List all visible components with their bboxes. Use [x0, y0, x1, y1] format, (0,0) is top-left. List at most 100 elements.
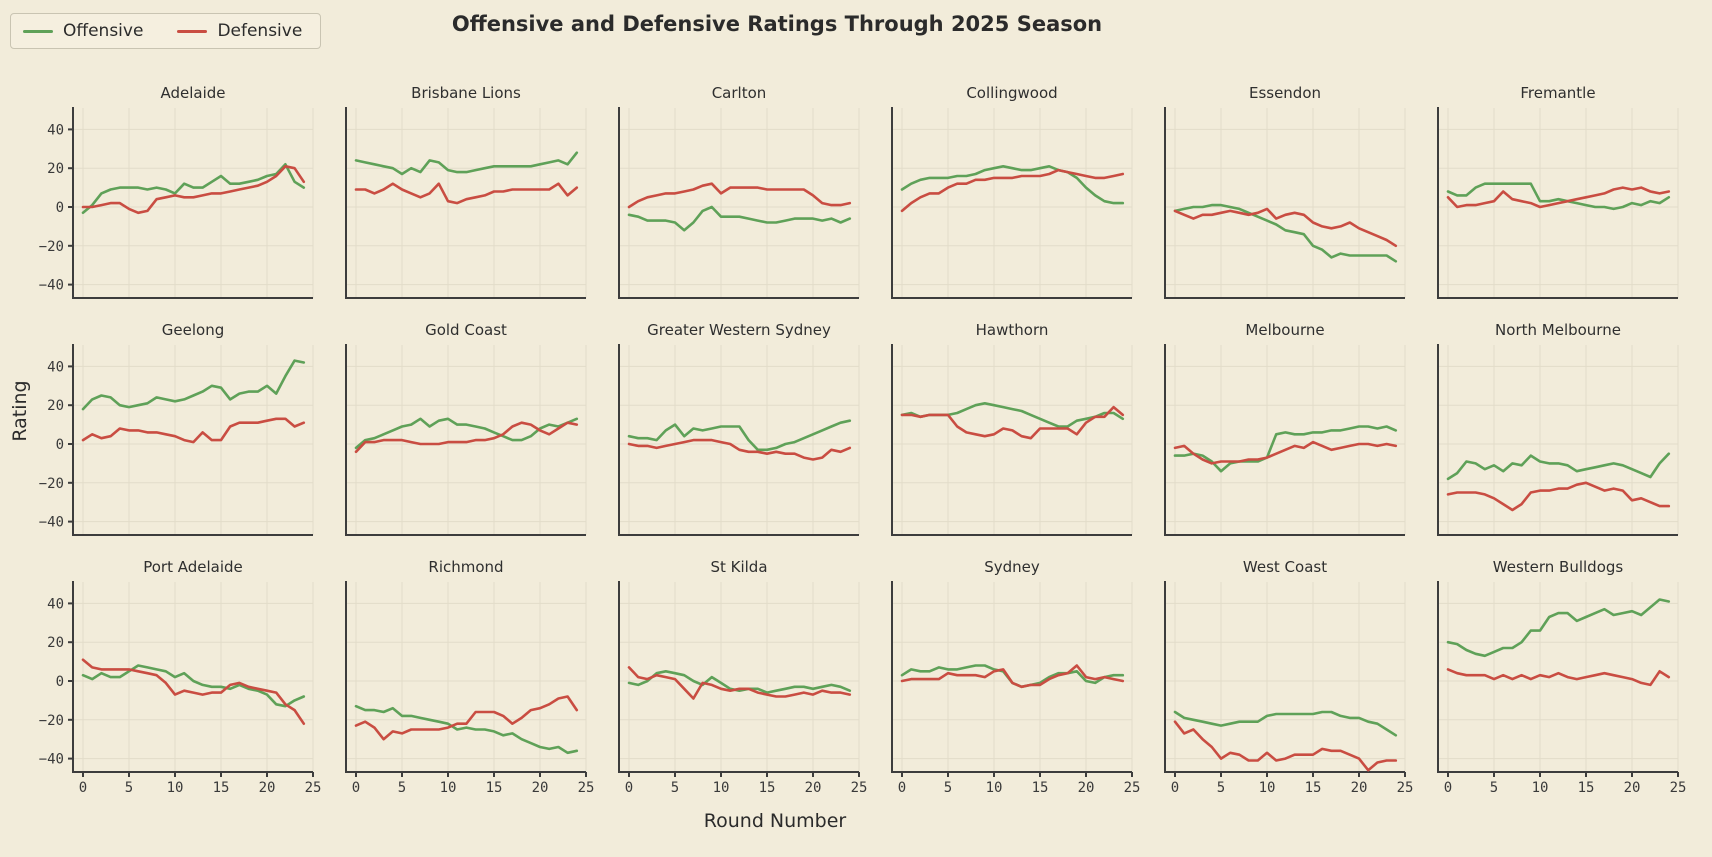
x-tick-labels: 0 5 10 15 20 25 — [625, 772, 867, 796]
svg-text:5: 5 — [125, 780, 133, 796]
svg-text:15: 15 — [486, 780, 503, 796]
offensive-line-geelong — [81, 359, 306, 411]
svg-text:−20: −20 — [39, 476, 64, 492]
defensive-line-greater-western-sydney — [627, 438, 852, 461]
panel-title-western-bulldogs: Western Bulldogs — [1492, 558, 1624, 576]
svg-text:5: 5 — [671, 780, 679, 796]
offensive-line-port-adelaide — [81, 664, 306, 708]
chart-western-bulldogs: 0 5 10 15 20 25 — [1437, 581, 1686, 796]
chart-gold-coast — [345, 344, 587, 536]
offensive-line-adelaide — [81, 162, 306, 215]
axes-spines — [1164, 107, 1405, 299]
offensive-line-greater-western-sydney — [627, 419, 852, 452]
plot-area-greater-western-sydney — [618, 344, 860, 536]
svg-text:20: 20 — [805, 780, 822, 796]
gridlines — [892, 582, 1133, 772]
gridlines — [346, 582, 587, 772]
panel-title-hawthorn: Hawthorn — [975, 321, 1049, 339]
plot-area-port-adelaide: −40 −20 0 20 40 0 5 10 15 20 25 — [39, 581, 322, 796]
chart-adelaide: −40 −20 0 20 40 — [39, 107, 314, 299]
axes-spines — [891, 107, 1132, 299]
plot-area-north-melbourne — [1437, 344, 1679, 536]
panel-title-carlton: Carlton — [711, 84, 767, 102]
plot-area-richmond: 0 5 10 15 20 25 — [345, 581, 594, 796]
axes-spines — [345, 107, 586, 299]
panel-title-essendon: Essendon — [1248, 84, 1322, 102]
y-tick-labels: −40 −20 0 20 40 — [39, 359, 73, 531]
x-axis-label: Round Number — [703, 810, 847, 832]
svg-text:5: 5 — [1490, 780, 1498, 796]
svg-text:−40: −40 — [39, 278, 64, 294]
offensive-line-west-coast — [1173, 710, 1398, 737]
panel-title-brisbane-lions: Brisbane Lions — [411, 84, 521, 102]
offensive-line-fremantle — [1446, 182, 1671, 211]
svg-text:0: 0 — [56, 437, 64, 453]
panel-title-fremantle: Fremantle — [1520, 84, 1596, 102]
axes-spines — [72, 107, 313, 299]
defensive-line-st-kilda — [627, 666, 852, 700]
offensive-line-essendon — [1173, 203, 1398, 263]
svg-text:5: 5 — [1217, 780, 1225, 796]
plot-area-essendon — [1164, 107, 1406, 299]
plot-area-hawthorn — [891, 344, 1133, 536]
offensive-line-western-bulldogs — [1446, 598, 1671, 658]
chart-richmond: 0 5 10 15 20 25 — [345, 581, 594, 796]
chart-st-kilda: 0 5 10 15 20 25 — [618, 581, 867, 796]
gridlines — [1165, 108, 1406, 298]
defensive-line-western-bulldogs — [1446, 668, 1671, 687]
svg-text:0: 0 — [898, 780, 906, 796]
x-tick-labels: 0 5 10 15 20 25 — [1171, 772, 1413, 796]
gridlines — [73, 345, 314, 535]
panel-title-west-coast: West Coast — [1242, 558, 1328, 576]
axes-spines — [1437, 344, 1678, 536]
svg-text:10: 10 — [713, 780, 730, 796]
x-tick-labels: 0 5 10 15 20 25 — [898, 772, 1140, 796]
defensive-line-collingwood — [900, 168, 1125, 213]
gridlines — [1165, 345, 1406, 535]
svg-text:0: 0 — [1444, 780, 1452, 796]
svg-text:0: 0 — [625, 780, 633, 796]
svg-text:15: 15 — [213, 780, 230, 796]
plot-area-gold-coast — [345, 344, 587, 536]
chart-greater-western-sydney — [618, 344, 860, 536]
chart-brisbane-lions — [345, 107, 587, 299]
gridlines — [1438, 345, 1679, 535]
offensive-line-north-melbourne — [1446, 452, 1671, 481]
svg-text:25: 25 — [578, 780, 595, 796]
svg-text:25: 25 — [1670, 780, 1687, 796]
chart-hawthorn — [891, 344, 1133, 536]
defensive-line-brisbane-lions — [354, 182, 579, 205]
svg-text:40: 40 — [47, 359, 64, 375]
plot-area-west-coast: 0 5 10 15 20 25 — [1164, 581, 1413, 796]
svg-text:40: 40 — [47, 596, 64, 612]
panel-title-greater-western-sydney: Greater Western Sydney — [647, 321, 831, 339]
svg-text:20: 20 — [1078, 780, 1095, 796]
plot-area-western-bulldogs: 0 5 10 15 20 25 — [1437, 581, 1686, 796]
x-tick-labels: 0 5 10 15 20 25 — [352, 772, 595, 796]
axes-spines — [1437, 581, 1678, 773]
plot-area-brisbane-lions — [345, 107, 587, 299]
plot-area-fremantle — [1437, 107, 1679, 299]
svg-text:10: 10 — [440, 780, 457, 796]
panel-title-north-melbourne: North Melbourne — [1495, 321, 1621, 339]
defensive-line-melbourne — [1173, 440, 1398, 465]
plot-area-carlton — [618, 107, 860, 299]
svg-text:25: 25 — [305, 780, 322, 796]
gridlines — [892, 108, 1133, 298]
plot-area-collingwood — [891, 107, 1133, 299]
svg-text:20: 20 — [1351, 780, 1368, 796]
svg-text:15: 15 — [1032, 780, 1049, 796]
defensive-line-hawthorn — [900, 405, 1125, 440]
defensive-line-richmond — [354, 695, 579, 741]
panel-title-st-kilda: St Kilda — [710, 558, 768, 576]
plot-area-melbourne — [1164, 344, 1406, 536]
axes-spines — [1437, 107, 1678, 299]
svg-text:−20: −20 — [39, 713, 64, 729]
y-tick-labels: −40 −20 0 20 40 — [39, 596, 73, 768]
svg-text:20: 20 — [1624, 780, 1641, 796]
panel-title-sydney: Sydney — [984, 558, 1040, 576]
gridlines — [1438, 108, 1679, 298]
panel-title-geelong: Geelong — [161, 321, 225, 339]
svg-text:−20: −20 — [39, 239, 64, 255]
